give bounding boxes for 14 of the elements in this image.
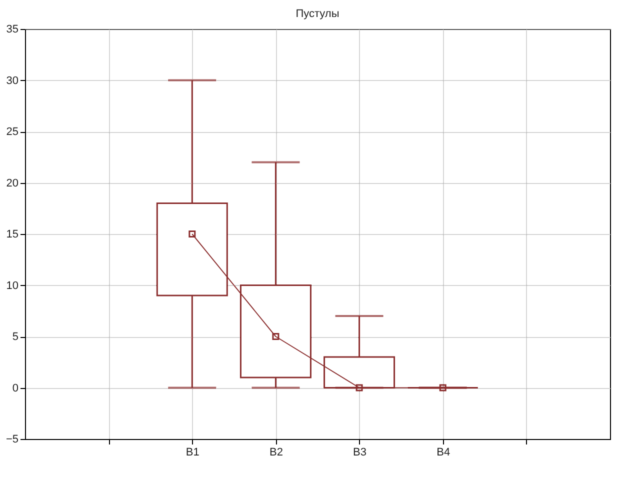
y-tick-label: 0 [12, 382, 18, 394]
y-tick-label: 30 [6, 74, 18, 87]
y-tick-label: −5 [6, 434, 18, 446]
y-tick-label: 15 [6, 228, 18, 240]
y-tick-label: 25 [6, 126, 18, 138]
x-tick-label: B3 [353, 446, 367, 458]
chart-title: Пустулы [296, 8, 340, 20]
x-tick-label: B1 [186, 446, 200, 458]
y-tick-label: 10 [6, 280, 18, 292]
y-tick-label: 5 [12, 331, 18, 343]
x-tick-label: B4 [436, 446, 450, 458]
y-tick-label: 35 [6, 24, 18, 36]
y-tick-label: 20 [6, 177, 18, 190]
x-tick-label: B2 [269, 446, 283, 458]
